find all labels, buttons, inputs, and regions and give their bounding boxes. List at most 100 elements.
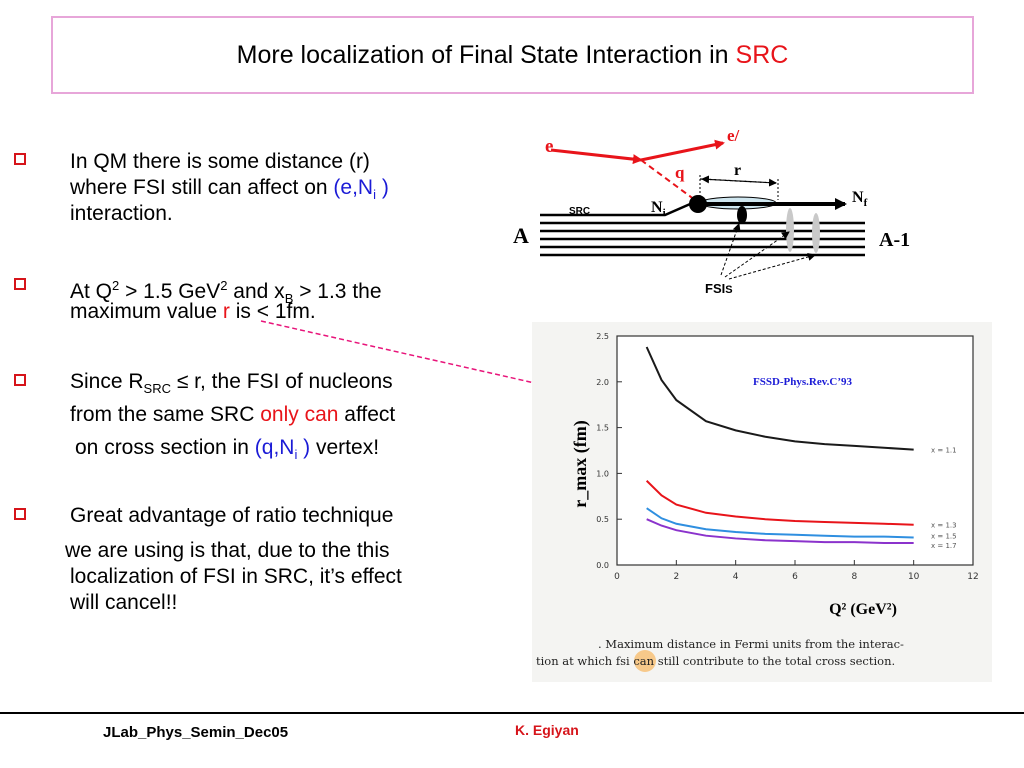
caption-line-1: . Maximum distance in Fermi units from t… [598, 637, 904, 651]
text: ) [297, 436, 311, 459]
text: (q,N [254, 436, 295, 459]
electron-in [550, 148, 643, 165]
text: and x [227, 280, 285, 303]
slide-title: More localization of Final State Interac… [237, 41, 789, 70]
text: 2 [220, 278, 228, 293]
caption-line-2: tion at which fsi can still contribute t… [536, 654, 895, 668]
fsi-blob [786, 208, 794, 252]
series-label-4: x = 1.7 [931, 542, 957, 550]
text: 2 [112, 278, 120, 293]
text: is < 1fm. [229, 300, 316, 323]
series-line-1 [645, 346, 914, 451]
bullet-marker [14, 278, 26, 290]
bullet-4-line-4: will cancel!! [70, 591, 178, 614]
text: > 1.5 GeV [119, 280, 221, 303]
interaction-vertex [689, 195, 707, 213]
bullet-3-line-1: Since RSRC ≤ r, the FSI of nucleons [70, 369, 393, 402]
text: maximum value [70, 300, 223, 323]
label-r: r [734, 162, 741, 179]
text: (e,N [333, 176, 374, 199]
bullet-4-line-1: Great advantage of ratio technique [70, 504, 394, 527]
text: B [284, 291, 294, 307]
text: Since R [70, 370, 144, 393]
label-fsis: FSIS [705, 281, 733, 296]
r-arrow [699, 178, 777, 187]
plot-frame [616, 335, 974, 566]
text: on cross section in [75, 436, 255, 459]
nucleus-lines [540, 199, 865, 257]
bullet-2-line-2: maximum value r is < 1fm. [70, 299, 316, 325]
label-fsis-main: FSI [705, 281, 725, 296]
x-tick-label: 0 [614, 572, 620, 582]
bullet-3-line-2: from the same SRC only can affect [70, 402, 395, 428]
label-nf: Nf [852, 189, 868, 209]
y-tick-label: 0.0 [596, 561, 609, 570]
src-partner-nucleon [737, 206, 747, 224]
fsi-blob [812, 213, 820, 253]
r-arrow-back [701, 175, 777, 184]
text: At Q [70, 280, 113, 303]
series-label-1: x = 1.1 [931, 447, 957, 455]
label-fsis-sub: S [725, 284, 732, 296]
label-q: q [675, 163, 685, 182]
bullet-list: In QM there is some distance (r) where F… [0, 0, 520, 700]
y-tick-label: 2.0 [596, 378, 609, 387]
bullet-1-line-3: interaction. [70, 202, 173, 225]
x-tick-label: 6 [792, 572, 798, 582]
text: > 1.3 the [293, 280, 382, 303]
caption-line-2b: fsi [616, 654, 630, 668]
caption-line-2c: can still contribute to the total cross … [630, 654, 895, 668]
x-tick-label: 10 [908, 572, 920, 582]
text: i [294, 447, 298, 463]
series-line-2 [645, 480, 914, 526]
slide-title-highlight: SRC [735, 40, 789, 69]
label-src: SRC [569, 206, 590, 217]
y-axis-label: r_max (fm) [570, 420, 591, 507]
bullet-marker [14, 508, 26, 520]
caption-line-2a: tion at which [536, 654, 616, 668]
bullet-1-line-2: where FSI still can affect on (e,Ni ) [70, 175, 389, 208]
caption-highlight [634, 650, 656, 672]
fsi-pointers [720, 223, 816, 280]
text: ≤ r, the FSI of nucleons [170, 370, 393, 393]
text: SRC [143, 381, 171, 397]
label-ni-main: N [651, 199, 663, 216]
bullet-marker [14, 153, 26, 165]
y-tick-label: 0.5 [596, 515, 609, 524]
text: i [373, 187, 376, 203]
footer-rule [0, 712, 1024, 714]
footer-author: K. Egiyan [515, 722, 579, 738]
bullet-1-line-1: In QM there is some distance (r) [70, 150, 370, 173]
title-box: More localization of Final State Interac… [51, 16, 974, 94]
bullet-4-line-3: localization of FSI in SRC, it’s effect [70, 565, 402, 588]
chart-annotation: FSSD-Phys.Rev.C’93 [753, 376, 853, 388]
series-line-3 [646, 507, 914, 539]
label-e-prime: e/ [727, 126, 740, 145]
label-ni-sub: i [663, 207, 666, 219]
series-label-3: x = 1.5 [931, 533, 957, 541]
label-nf-main: N [852, 189, 864, 206]
rmax-chart: 0.0 0.5 1.0 1.5 2.0 2.5 0 2 4 6 8 10 12 x = 1.1 x = … [536, 332, 979, 672]
rmax-plot-panel: 0.0 0.5 1.0 1.5 2.0 2.5 0 2 4 6 8 10 12 x = 1.1 x = … [532, 322, 992, 682]
text: r [222, 300, 230, 323]
text: where FSI still can affect on [70, 176, 334, 199]
label-a-minus-1: A-1 [879, 229, 910, 251]
label-a: A [513, 223, 529, 248]
label-nf-sub: f [864, 197, 868, 209]
y-tick-label: 2.5 [596, 332, 609, 341]
bullet-2-line-1: At Q2 > 1.5 GeV2 and xB > 1.3 the [70, 273, 382, 312]
virtual-photon-q [640, 159, 696, 201]
text: ) [375, 176, 389, 199]
series-label-2: x = 1.3 [931, 522, 957, 530]
y-tick-label: 1.0 [596, 469, 609, 478]
x-tick-label: 8 [851, 572, 857, 582]
y-tick-label: 1.5 [596, 424, 609, 433]
label-ni: Ni [651, 199, 666, 219]
x-axis-label: Q² (GeV²) [829, 601, 897, 618]
electron-out [640, 139, 725, 162]
slide-title-prefix: More localization of Final State Interac… [236, 40, 736, 69]
text: affect [338, 403, 396, 426]
text: only can [260, 403, 339, 426]
bullet-4-line-2: we are using is that, due to the this [65, 539, 390, 562]
x-tick-label: 4 [733, 572, 739, 582]
